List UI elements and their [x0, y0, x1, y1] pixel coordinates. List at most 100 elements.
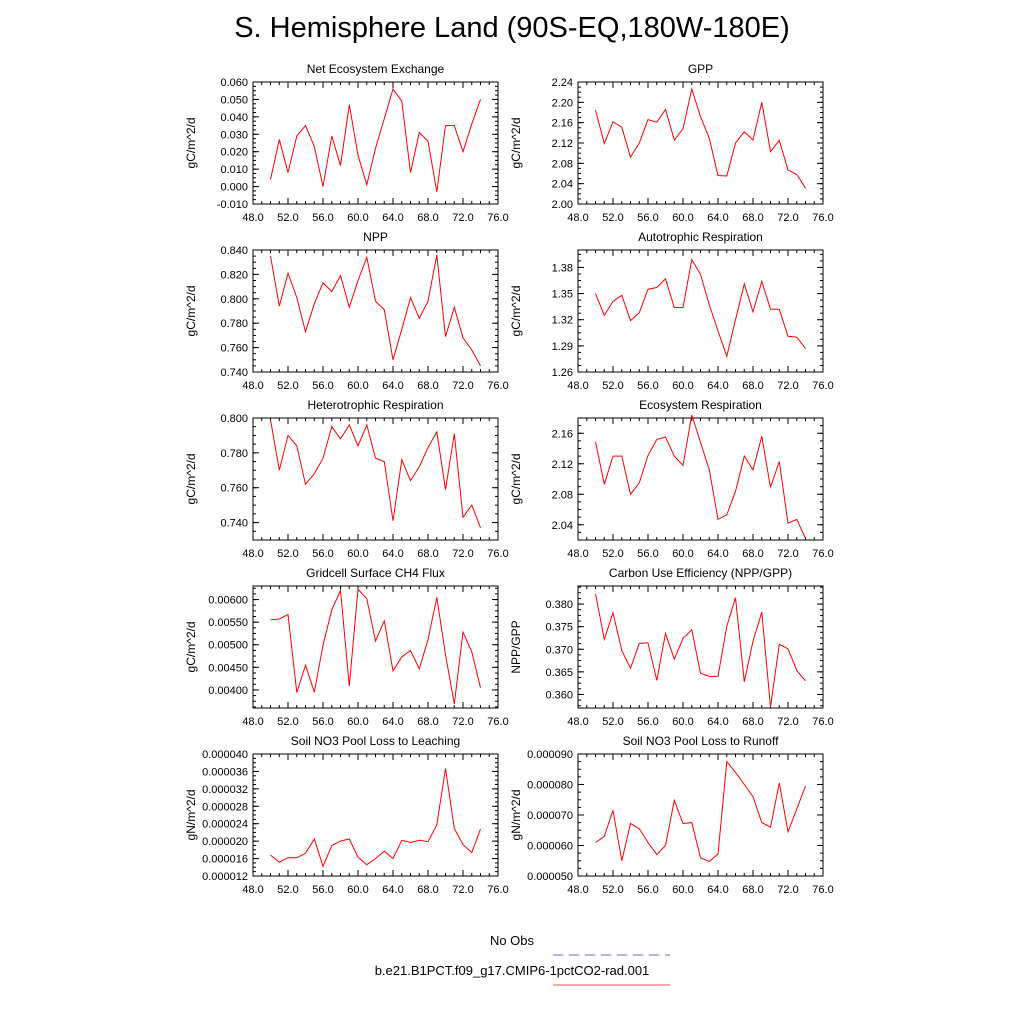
x-tick-label: 64.0: [707, 548, 728, 560]
y-tick-label: 2.16: [552, 118, 573, 130]
x-tick-label: 72.0: [777, 884, 798, 896]
x-tick-label: 64.0: [382, 380, 403, 392]
x-tick-label: 68.0: [742, 380, 763, 392]
y-tick-label: 2.24: [552, 77, 573, 89]
y-tick-label: 0.000: [220, 182, 248, 194]
chart-panel-6: Ecosystem Respiration gC/m^2/d 48.0 52.0 56.…: [509, 398, 834, 560]
y-tick-label: 0.000070: [527, 810, 573, 822]
y-tick-label: 2.08: [552, 158, 573, 170]
series-line: [595, 414, 806, 539]
y-tick-label: 0.00600: [208, 595, 248, 607]
y-tick-label: 0.000024: [202, 819, 248, 831]
x-tick-label: 72.0: [777, 212, 798, 224]
chart-title: Net Ecosystem Exchange: [307, 62, 445, 76]
y-tick-label: 0.760: [220, 343, 248, 355]
x-tick-label: 72.0: [452, 212, 473, 224]
x-tick-label: 52.0: [602, 212, 623, 224]
x-tick-label: 68.0: [417, 380, 438, 392]
y-axis-label: gC/m^2/d: [509, 286, 523, 337]
y-axis-label: gN/m^2/d: [184, 790, 198, 841]
x-tick-label: 64.0: [382, 548, 403, 560]
y-tick-label: 1.38: [552, 262, 573, 274]
plot-frame: [252, 249, 499, 373]
x-tick-label: 68.0: [742, 212, 763, 224]
series-line: [595, 258, 806, 359]
x-tick-label: 48.0: [567, 716, 588, 728]
y-tick-label: 2.04: [552, 520, 573, 532]
x-tick-label: 52.0: [277, 884, 298, 896]
y-tick-label: 0.060: [220, 77, 248, 89]
y-tick-label: 0.740: [220, 518, 248, 530]
x-tick-label: 56.0: [637, 716, 658, 728]
y-axis-label: gC/m^2/d: [509, 118, 523, 169]
x-tick-label: 48.0: [242, 884, 263, 896]
y-axis-label: NPP/GPP: [509, 620, 523, 673]
y-tick-label: 0.000050: [527, 871, 573, 883]
y-tick-label: 2.00: [552, 199, 573, 211]
x-tick-label: 68.0: [742, 548, 763, 560]
y-tick-label: 0.050: [220, 94, 248, 106]
x-tick-label: 64.0: [707, 716, 728, 728]
series-line: [270, 254, 481, 367]
y-tick-label: 2.04: [552, 179, 573, 191]
legend-label-model: b.e21.B1PCT.f09_g17.CMIP6-1pctCO2-rad.00…: [374, 963, 650, 978]
y-tick-label: 1.32: [552, 315, 573, 327]
x-tick-label: 48.0: [567, 380, 588, 392]
chart-panel-9: Soil NO3 Pool Loss to Leaching gN/m^2/d 48…: [184, 734, 509, 896]
y-tick-label: 0.000028: [202, 801, 248, 813]
y-tick-label: -0.010: [217, 199, 248, 211]
x-tick-label: 52.0: [277, 548, 298, 560]
x-tick-label: 64.0: [707, 380, 728, 392]
chart-title: Soil NO3 Pool Loss to Leaching: [291, 734, 460, 748]
x-tick-label: 60.0: [347, 380, 368, 392]
y-axis-label: gC/m^2/d: [184, 622, 198, 673]
y-tick-label: 0.380: [545, 599, 573, 611]
legend-label-obs: No Obs: [489, 933, 535, 948]
series-line: [595, 760, 806, 862]
x-tick-label: 52.0: [277, 716, 298, 728]
x-tick-label: 76.0: [487, 884, 508, 896]
x-tick-label: 72.0: [777, 716, 798, 728]
page-title: S. Hemisphere Land (90S-EQ,180W-180E): [234, 12, 790, 44]
x-tick-label: 56.0: [637, 884, 658, 896]
x-tick-label: 76.0: [812, 212, 833, 224]
x-tick-label: 68.0: [417, 548, 438, 560]
y-tick-label: 2.12: [552, 138, 573, 150]
chart-panel-8: Carbon Use Efficiency (NPP/GPP) NPP/GPP 48…: [509, 566, 834, 728]
y-tick-label: 0.800: [220, 294, 248, 306]
chart-title: Ecosystem Respiration: [639, 398, 762, 412]
x-tick-label: 52.0: [602, 380, 623, 392]
x-tick-label: 52.0: [277, 212, 298, 224]
chart-panel-5: Heterotrophic Respiration gC/m^2/d 48.0 52.…: [184, 398, 509, 560]
x-tick-label: 56.0: [312, 884, 333, 896]
plot-frame: [252, 81, 499, 205]
y-tick-label: 2.12: [552, 459, 573, 471]
series-line: [270, 87, 481, 192]
y-tick-label: 0.375: [545, 622, 573, 634]
y-tick-label: 0.000016: [202, 854, 248, 866]
x-tick-label: 64.0: [382, 212, 403, 224]
x-tick-label: 72.0: [452, 716, 473, 728]
x-tick-label: 76.0: [487, 380, 508, 392]
y-tick-label: 1.26: [552, 367, 573, 379]
series-line: [270, 768, 481, 868]
chart-panel-7: Gridcell Surface CH4 Flux gC/m^2/d 48.0 52.…: [184, 566, 509, 728]
chart-panel-1: Net Ecosystem Exchange gC/m^2/d 48.0 52.0 56…: [184, 62, 509, 224]
x-tick-label: 60.0: [347, 884, 368, 896]
y-tick-label: 0.000060: [527, 841, 573, 853]
y-tick-label: 0.020: [220, 147, 248, 159]
x-tick-label: 76.0: [812, 716, 833, 728]
y-tick-label: 0.760: [220, 483, 248, 495]
x-tick-label: 56.0: [312, 380, 333, 392]
x-tick-label: 56.0: [312, 212, 333, 224]
x-tick-label: 72.0: [452, 548, 473, 560]
x-tick-label: 64.0: [382, 884, 403, 896]
series-line: [270, 588, 481, 704]
y-tick-label: 0.360: [545, 689, 573, 701]
y-tick-label: 0.010: [220, 164, 248, 176]
x-tick-label: 48.0: [567, 548, 588, 560]
y-tick-label: 0.000090: [527, 749, 573, 761]
y-tick-label: 1.35: [552, 289, 573, 301]
x-tick-label: 76.0: [487, 716, 508, 728]
x-tick-label: 56.0: [312, 548, 333, 560]
